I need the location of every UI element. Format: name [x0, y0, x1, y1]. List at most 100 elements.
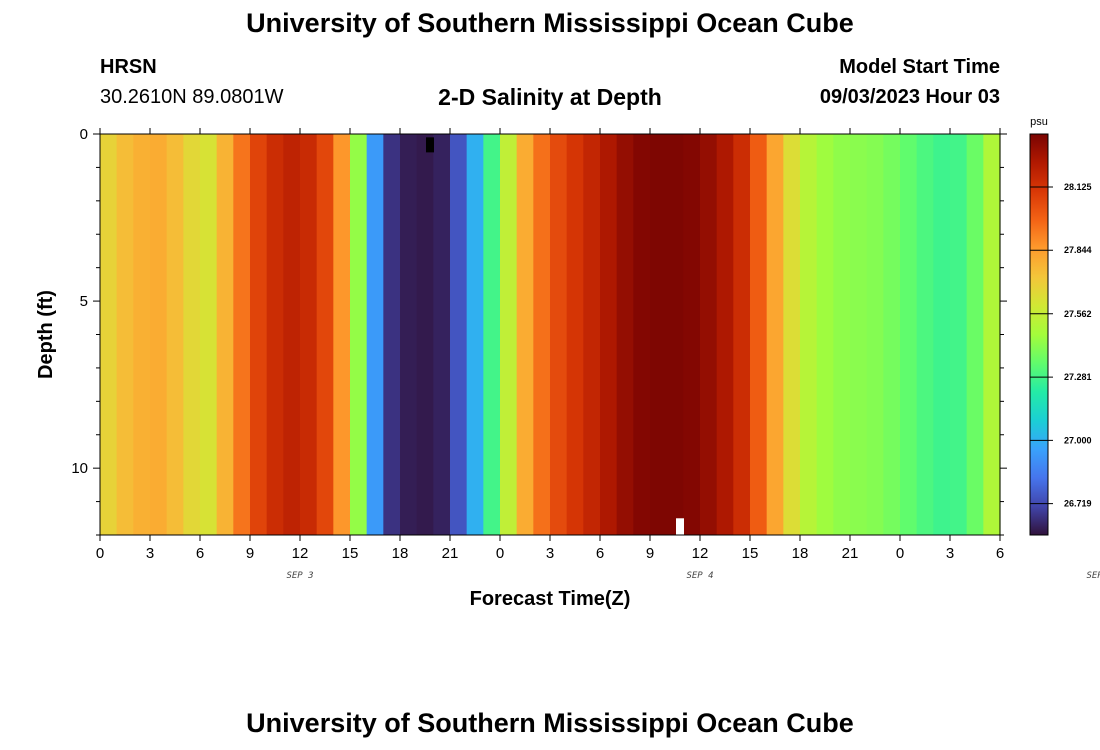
heatmap-cell — [366, 134, 384, 535]
heatmap-cell — [583, 134, 601, 535]
x-axis-label: Forecast Time(Z) — [470, 588, 631, 610]
x-tick-label: 6 — [996, 545, 1004, 562]
x-tick-label: 9 — [646, 545, 654, 562]
y-tick-label: 10 — [71, 460, 88, 477]
heatmap-cell — [766, 134, 784, 535]
heatmap-cell — [233, 134, 251, 535]
page-title: University of Southern Mississippi Ocean… — [246, 8, 854, 38]
heatmap-cell — [966, 134, 984, 535]
heatmap-cell — [433, 134, 451, 535]
heatmap-cell — [216, 134, 234, 535]
y-tick-label: 0 — [80, 126, 88, 143]
x-tick-label: 0 — [896, 545, 904, 562]
x-tick-label: 12 — [692, 545, 709, 562]
heatmap-cell — [750, 134, 768, 535]
heatmap-markers — [426, 137, 684, 535]
heatmap-cell — [266, 134, 284, 535]
heatmap-cell — [116, 134, 134, 535]
heatmap-cell — [400, 134, 418, 535]
station-name: HRSN — [100, 56, 157, 78]
y-axis-label: Depth (ft) — [35, 290, 57, 379]
heatmap-cell — [300, 134, 318, 535]
heatmap-cell — [566, 134, 584, 535]
heatmap-cell — [100, 134, 118, 535]
x-tick-label: 3 — [146, 545, 154, 562]
heatmap-marker — [676, 518, 684, 535]
heatmap-cell — [466, 134, 484, 535]
x-tick-label: 12 — [292, 545, 309, 562]
y-axis: 0 5 10 — [71, 126, 1007, 536]
x-tick-label: 3 — [546, 545, 554, 562]
x-tick-label: 18 — [792, 545, 809, 562]
heatmap-cell — [450, 134, 468, 535]
colorbar-unit: psu — [1030, 116, 1048, 128]
x-axis: 0 3 6 9 12 15 18 21 0 3 6 9 12 15 18 21 0 3 6 SEP 3 SEP 4 SEP… — [96, 128, 1100, 581]
x-tick-label: 0 — [96, 545, 104, 562]
x-day-label: SEP 5 — [1086, 571, 1100, 581]
heatmap-cells — [100, 134, 1001, 535]
footer-title: University of Southern Mississippi Ocean… — [246, 708, 854, 738]
x-tick-label: 15 — [742, 545, 759, 562]
heatmap-cell — [133, 134, 151, 535]
x-tick-label: 18 — [392, 545, 409, 562]
x-tick-label: 15 — [342, 545, 359, 562]
heatmap-cell — [500, 134, 518, 535]
heatmap-cell — [733, 134, 751, 535]
heatmap-cell — [383, 134, 401, 535]
y-tick-label: 5 — [80, 293, 88, 310]
colorbar-tick-label: 27.281 — [1064, 372, 1092, 382]
heatmap-cell — [900, 134, 918, 535]
heatmap-marker — [426, 137, 434, 153]
heatmap-cell — [150, 134, 168, 535]
heatmap-cell — [516, 134, 534, 535]
x-tick-label: 6 — [196, 545, 204, 562]
heatmap-cell — [316, 134, 334, 535]
heatmap-cell — [200, 134, 218, 535]
heatmap-cell — [483, 134, 501, 535]
x-tick-label: 21 — [842, 545, 859, 562]
colorbar-tick-label: 27.844 — [1064, 245, 1092, 255]
heatmap-cell — [600, 134, 618, 535]
x-tick-label: 21 — [442, 545, 459, 562]
heatmap-cell — [183, 134, 201, 535]
heatmap-cell — [650, 134, 668, 535]
heatmap-cell — [166, 134, 184, 535]
colorbar-tick-label: 26.719 — [1064, 499, 1092, 509]
x-tick-label: 3 — [946, 545, 954, 562]
colorbar-tick-label: 27.562 — [1064, 309, 1092, 319]
heatmap-cell — [666, 134, 684, 535]
colorbar: 26.719 27.000 27.281 27.562 27.844 28.125 psu — [1029, 116, 1092, 536]
heatmap-cell — [333, 134, 351, 535]
x-day-label: SEP 4 — [686, 571, 713, 581]
heatmap-cell — [283, 134, 301, 535]
heatmap-cell — [533, 134, 551, 535]
heatmap-cell — [250, 134, 268, 535]
heatmap-cell — [633, 134, 651, 535]
colorbar-tick-label: 28.125 — [1064, 182, 1092, 192]
heatmap-cell — [800, 134, 818, 535]
heatmap-cell — [883, 134, 901, 535]
heatmap-cell — [716, 134, 734, 535]
heatmap-cell — [850, 134, 868, 535]
heatmap-cell — [950, 134, 968, 535]
heatmap-cell — [416, 134, 434, 535]
x-tick-label: 9 — [246, 545, 254, 562]
station-coordinates: 30.2610N 89.0801W — [100, 86, 284, 108]
colorbar-strip — [1029, 133, 1049, 536]
heatmap-cell — [916, 134, 934, 535]
heatmap-cell — [550, 134, 568, 535]
model-start-time-value: 09/03/2023 Hour 03 — [819, 86, 1000, 108]
heatmap-cell — [866, 134, 884, 535]
x-tick-label: 0 — [496, 545, 504, 562]
heatmap-cell — [983, 134, 1001, 535]
heatmap-cell — [616, 134, 634, 535]
x-day-label: SEP 3 — [286, 571, 313, 581]
model-start-time-label: Model Start Time — [839, 56, 1000, 78]
heatmap-cell — [933, 134, 951, 535]
heatmap-cell — [783, 134, 801, 535]
colorbar-tick-label: 27.000 — [1064, 435, 1092, 445]
chart-subtitle: 2-D Salinity at Depth — [438, 84, 662, 110]
heatmap-cell — [700, 134, 718, 535]
heatmap-cell — [350, 134, 368, 535]
salinity-heatmap-chart: 0 3 6 9 12 15 18 21 0 3 6 9 12 15 18 21 0 3 6 SEP 3 SEP 4 SEP… — [35, 116, 1100, 610]
